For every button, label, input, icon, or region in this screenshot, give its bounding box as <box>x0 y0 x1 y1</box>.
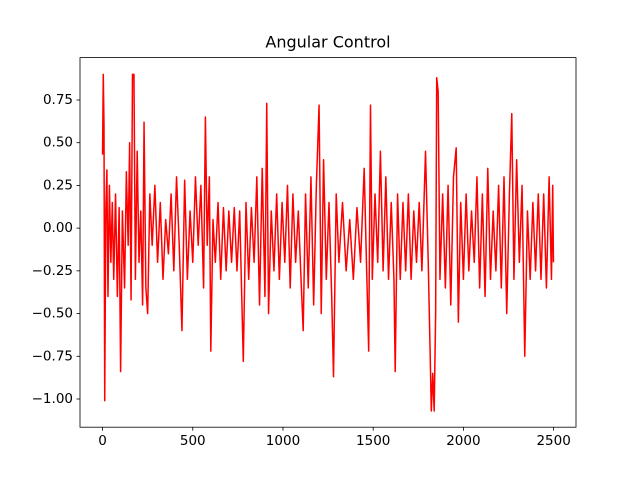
y-tick-label: −0.75 <box>32 348 73 364</box>
y-tick-label: −0.25 <box>32 263 73 279</box>
x-tick-label: 0 <box>98 433 107 449</box>
x-tick-label: 2000 <box>446 433 480 449</box>
x-tick-label: 1500 <box>356 433 390 449</box>
x-tick-label: 2500 <box>536 433 570 449</box>
y-tick-label: −0.50 <box>32 306 73 322</box>
y-tick-label: 0.00 <box>43 220 73 236</box>
x-tick-label: 1000 <box>266 433 300 449</box>
y-tick-label: 0.50 <box>43 135 73 151</box>
x-tick-label: 500 <box>180 433 206 449</box>
y-tick-label: −1.00 <box>32 391 73 407</box>
y-tick-label: 0.75 <box>43 92 73 108</box>
y-tick-label: 0.25 <box>43 177 73 193</box>
chart-title: Angular Control <box>265 33 390 52</box>
axes-frame <box>79 57 577 428</box>
data-line <box>101 73 555 412</box>
